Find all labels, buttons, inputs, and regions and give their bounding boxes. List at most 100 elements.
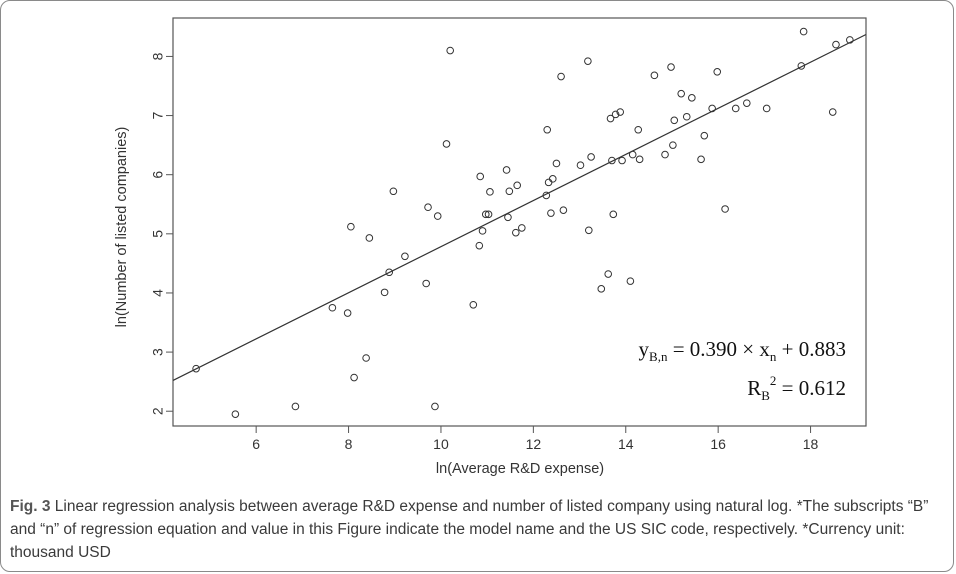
x-tick-label: 16 <box>710 436 726 452</box>
data-point <box>634 125 643 134</box>
regression-line <box>172 33 867 381</box>
data-point <box>797 62 806 70</box>
data-point <box>677 89 686 98</box>
data-point <box>446 46 455 55</box>
figure-caption-text: Linear regression analysis between avera… <box>10 498 929 561</box>
data-point <box>832 40 840 49</box>
data-point <box>682 112 691 121</box>
data-point <box>505 187 514 196</box>
data-point <box>518 224 526 232</box>
x-axis-label: ln(Average R&D expense) <box>436 461 604 477</box>
plot-layer: 6 8 10 12 14 16 18 2 3 4 5 6 7 8 <box>150 17 867 452</box>
data-point <box>328 303 337 312</box>
data-point <box>611 110 620 119</box>
y-axis-label: ln(Number of listed companies) <box>114 127 130 328</box>
data-point <box>597 285 606 293</box>
data-point <box>343 309 352 317</box>
data-point <box>731 104 740 113</box>
data-point <box>422 279 430 288</box>
x-tick-label: 14 <box>618 436 634 452</box>
data-point <box>481 210 490 219</box>
data-point <box>713 68 722 76</box>
data-point <box>385 268 394 277</box>
data-point <box>616 108 625 116</box>
data-point <box>587 153 595 161</box>
data-point <box>585 226 593 235</box>
data-point <box>365 234 374 242</box>
data-point <box>846 36 854 44</box>
data-point <box>478 227 487 235</box>
data-point <box>475 241 484 250</box>
data-point <box>544 178 553 187</box>
data-point <box>606 114 615 123</box>
data-point <box>542 191 551 200</box>
data-point <box>743 99 751 107</box>
data-point <box>557 72 565 81</box>
data-point <box>502 166 511 174</box>
data-point <box>688 94 696 102</box>
data-point <box>486 188 494 196</box>
data-point <box>650 71 659 80</box>
plot-border <box>172 17 867 427</box>
data-point <box>670 116 679 125</box>
x-tick-label: 12 <box>526 436 542 452</box>
data-point <box>476 172 485 181</box>
data-point <box>512 228 520 237</box>
data-point <box>389 187 398 196</box>
x-tick-label: 6 <box>252 436 260 452</box>
data-point <box>697 155 705 164</box>
y-tick-label: 8 <box>150 52 166 60</box>
data-point <box>667 63 675 71</box>
data-point <box>584 57 592 65</box>
data-point <box>513 181 521 190</box>
x-tick-label: 10 <box>433 436 449 452</box>
data-point <box>576 161 585 170</box>
data-point <box>291 402 300 411</box>
data-point <box>362 354 370 362</box>
figure-label: Fig. 3 <box>10 498 51 515</box>
data-point <box>635 155 644 164</box>
y-tick-label: 5 <box>150 230 166 238</box>
y-tick-label: 3 <box>150 348 166 356</box>
data-point <box>628 150 637 159</box>
data-point <box>604 270 613 278</box>
data-point <box>708 104 716 113</box>
y-tick-label: 4 <box>150 289 166 297</box>
data-point <box>442 140 451 148</box>
data-point <box>484 210 493 219</box>
data-point <box>431 402 439 411</box>
r-squared-label: RB2 = 0.612 <box>747 373 846 403</box>
data-point <box>762 104 771 113</box>
data-point <box>424 203 432 212</box>
data-point <box>552 159 561 168</box>
data-point <box>548 175 557 183</box>
data-point <box>547 209 555 217</box>
data-point <box>661 150 669 159</box>
data-point <box>700 131 709 140</box>
data-point <box>350 373 358 382</box>
scatter-chart: 6 8 10 12 14 16 18 2 3 4 5 6 7 8 ln(Average R&D expen… <box>114 17 867 477</box>
data-point <box>347 222 355 231</box>
data-point <box>231 410 240 418</box>
data-point <box>543 125 552 134</box>
data-point <box>799 27 808 36</box>
y-tick-label: 2 <box>150 407 166 415</box>
figure-caption: Fig. 3 Linear regression analysis betwee… <box>10 495 946 564</box>
y-tick-label: 6 <box>150 171 166 179</box>
data-point <box>618 156 626 165</box>
regression-equation: yB,n = 0.390 × xn + 0.883 <box>639 337 846 364</box>
data-point <box>721 205 729 213</box>
data-point <box>469 300 478 309</box>
x-tick-label: 8 <box>345 436 353 452</box>
data-point <box>669 141 677 149</box>
data-point <box>401 252 409 261</box>
data-point <box>559 206 568 214</box>
data-point <box>504 213 512 222</box>
x-tick-label: 18 <box>803 436 819 452</box>
data-point <box>608 156 616 165</box>
data-point <box>192 364 200 373</box>
data-point <box>609 210 618 219</box>
data-point <box>828 108 837 116</box>
data-point <box>380 288 389 297</box>
